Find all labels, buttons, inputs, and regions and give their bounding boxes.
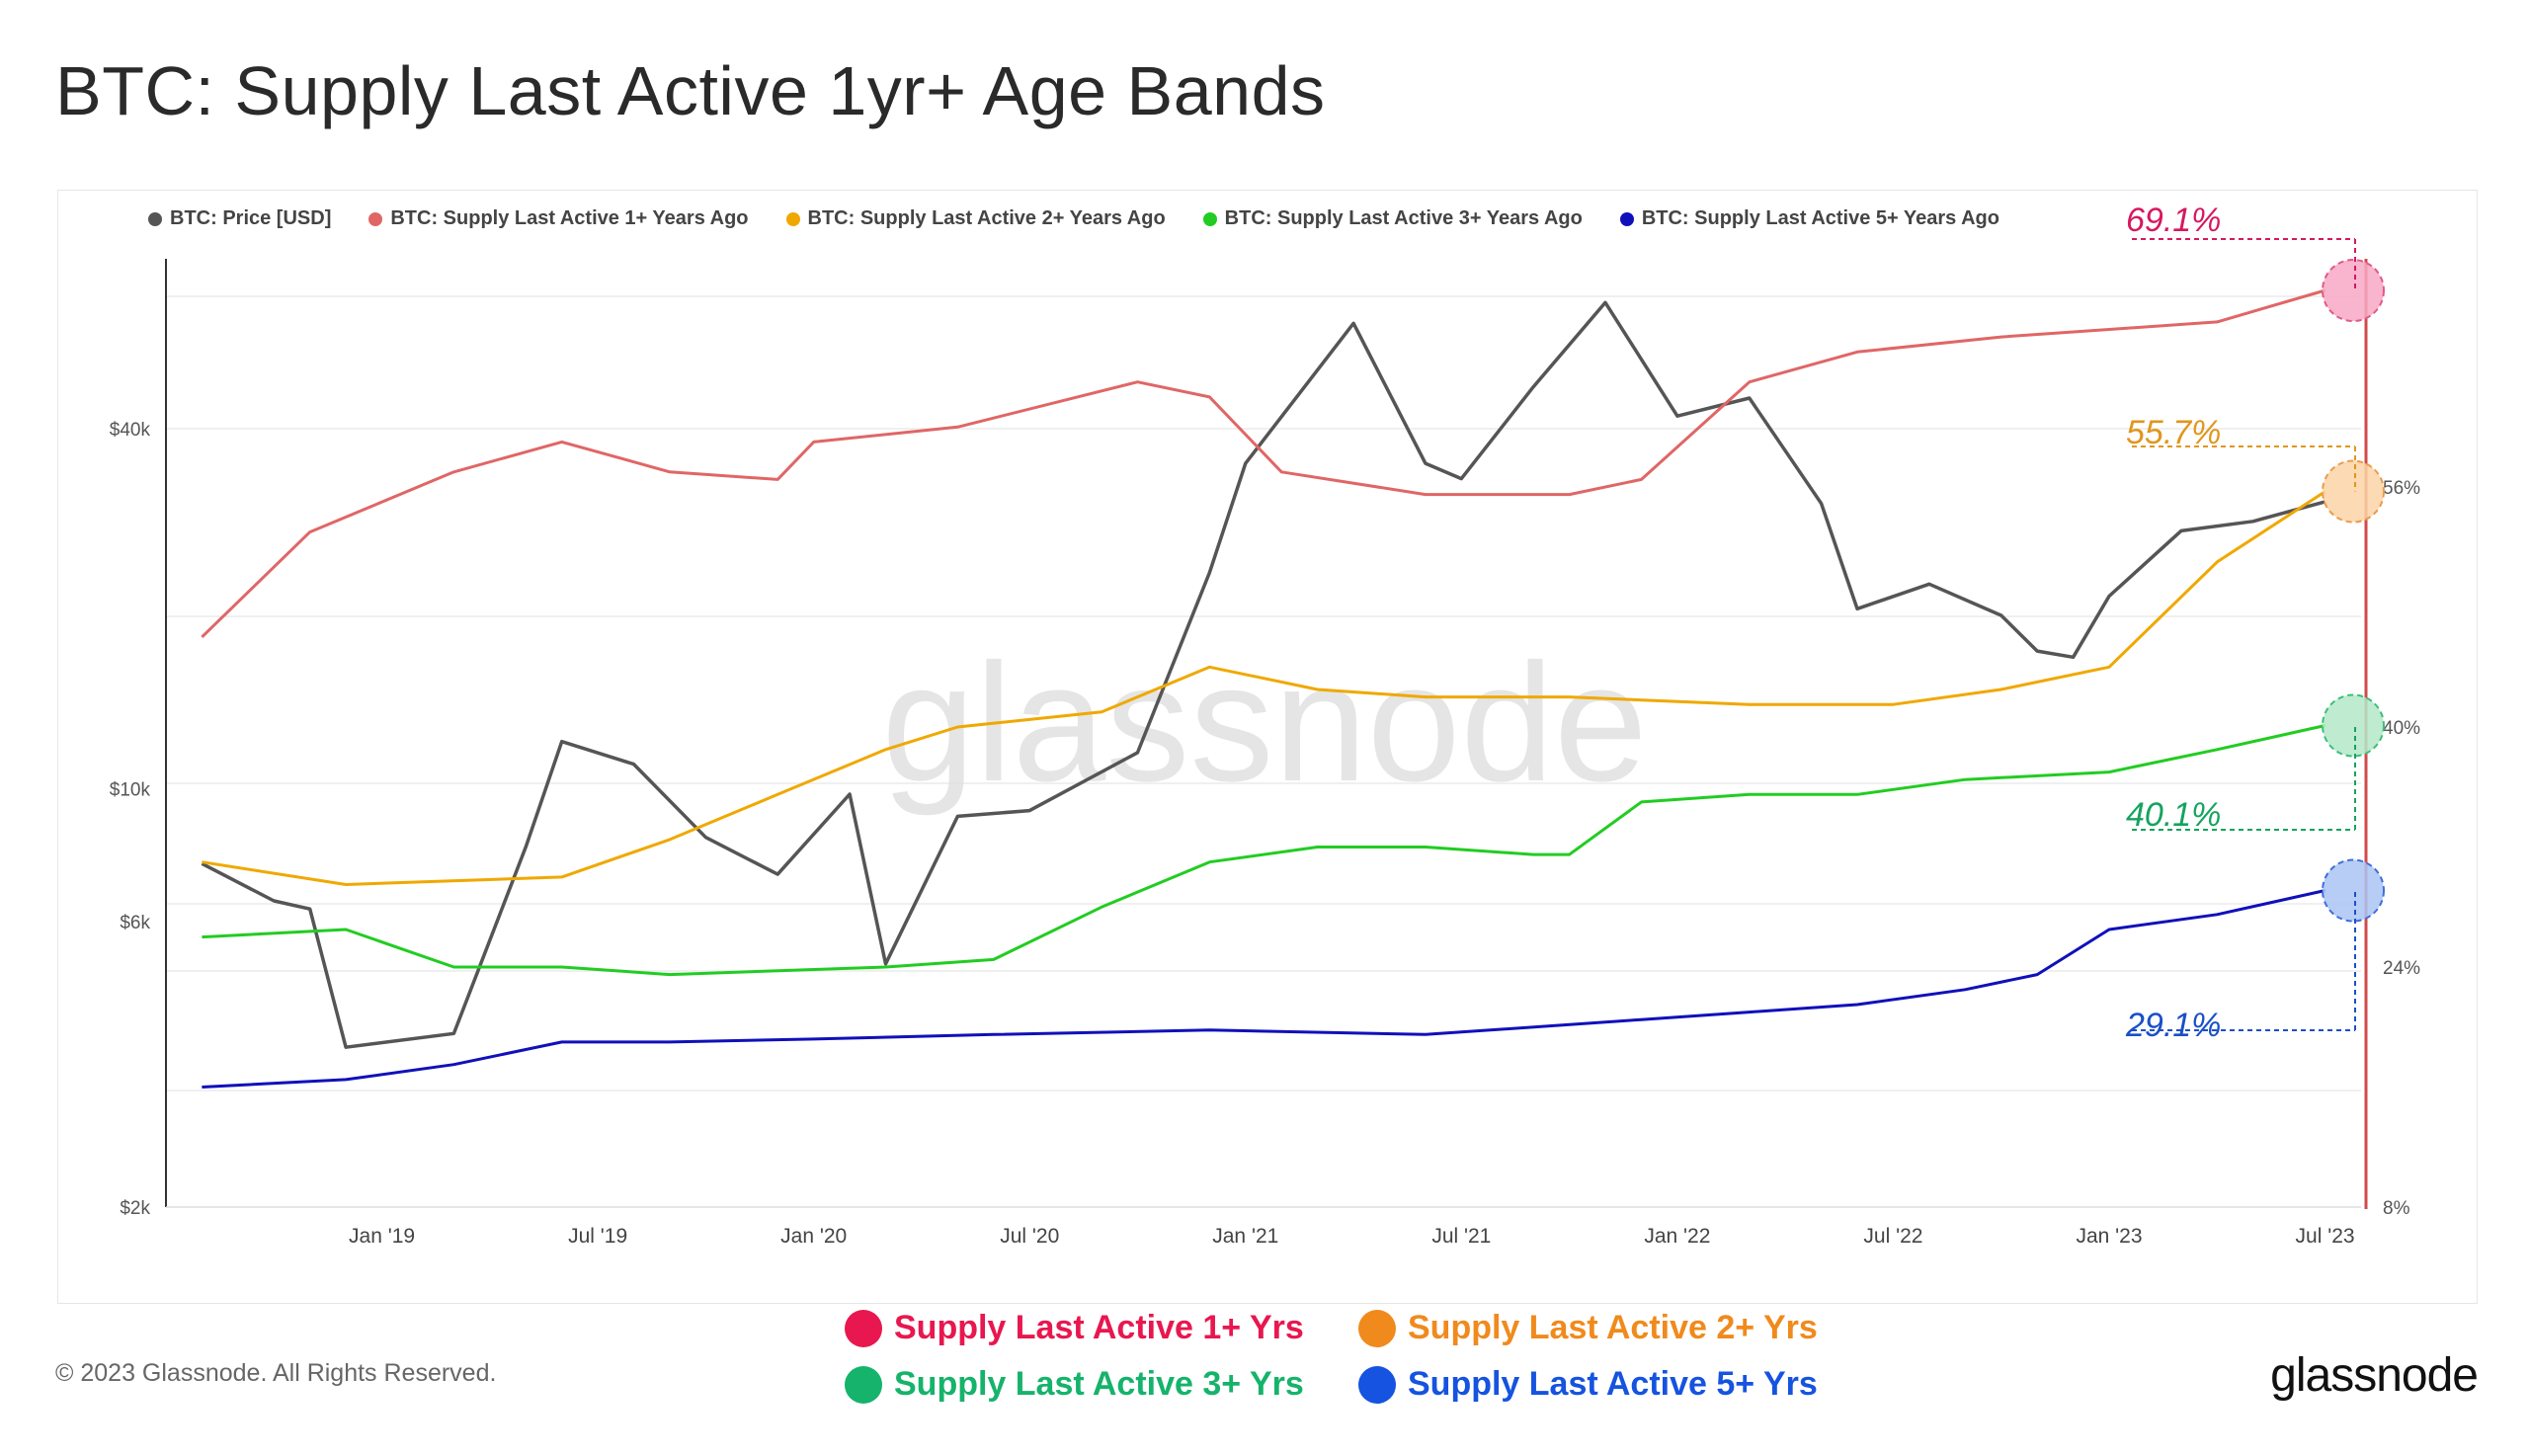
y-left-tick-label: $10k (110, 780, 151, 801)
key-label: Supply Last Active 2+ Yrs (1408, 1309, 1818, 1346)
x-tick-label: Jul '19 (568, 1225, 627, 1248)
legend-label: BTC: Supply Last Active 5+ Years Ago (1641, 207, 1999, 229)
legend-item-1y[interactable]: BTC: Supply Last Active 1+ Years Ago (368, 207, 749, 230)
key-label: Supply Last Active 5+ Yrs (1408, 1365, 1818, 1403)
copyright-text: © 2023 Glassnode. All Rights Reserved. (55, 1359, 497, 1387)
annotation-value: 69.1% (2126, 202, 2221, 239)
x-tick-label: Jan '23 (2076, 1225, 2142, 1248)
legend-label: BTC: Supply Last Active 2+ Years Ago (807, 207, 1166, 229)
legend-item-2y[interactable]: BTC: Supply Last Active 2+ Years Ago (785, 207, 1166, 230)
key-dot (845, 1365, 882, 1404)
y-left-tick-label: $40k (110, 420, 151, 441)
x-tick-label: Jan '22 (1644, 1225, 1710, 1248)
y-right-tick-label: 40% (2383, 718, 2420, 739)
series-line (202, 724, 2325, 977)
endpoint-highlight (2322, 459, 2385, 524)
y-right-tick-label: 24% (2383, 958, 2420, 979)
y-left-tick-label: $2k (120, 1198, 150, 1219)
key-dot (1358, 1365, 1396, 1404)
x-tick-label: Jul '20 (1000, 1225, 1059, 1248)
x-tick-label: Jan '21 (1212, 1225, 1278, 1248)
key-2y: Supply Last Active 2+ Yrs (1358, 1309, 1872, 1347)
series-line (202, 490, 2326, 886)
x-tick-label: Jan '19 (349, 1225, 415, 1248)
annotation-value: 40.1% (2126, 796, 2221, 834)
x-tick-label: Jul '21 (1431, 1225, 1491, 1248)
y-right-tick-label: 56% (2383, 478, 2420, 499)
annotation-value: 29.1% (2125, 1007, 2221, 1044)
bottom-key-legend: Supply Last Active 1+ Yrs Supply Last Ac… (845, 1309, 1872, 1404)
y-right-tick-label: 8% (2383, 1198, 2410, 1219)
legend-dot (785, 211, 800, 226)
endpoint-highlight (2322, 693, 2385, 758)
annotation-value: 55.7% (2126, 414, 2221, 451)
legend-dot (1619, 211, 1634, 226)
legend-dot (1202, 211, 1217, 226)
series-line (201, 288, 2326, 638)
legend-dot (368, 211, 383, 226)
series-line (201, 300, 2326, 1049)
series-line (202, 889, 2325, 1089)
x-tick-label: Jul '22 (1863, 1225, 1922, 1248)
legend-item-3y[interactable]: BTC: Supply Last Active 3+ Years Ago (1202, 207, 1583, 230)
chart-frame (57, 190, 2478, 1304)
endpoint-highlight (2322, 259, 2385, 323)
x-tick-label: Jul '23 (2296, 1225, 2355, 1248)
legend-label: BTC: Price [USD] (170, 207, 332, 229)
legend-label: BTC: Supply Last Active 3+ Years Ago (1224, 207, 1583, 229)
legend-dot (148, 211, 162, 226)
y-left-tick-label: $6k (120, 913, 150, 933)
key-dot (845, 1309, 882, 1347)
endpoint-highlight (2322, 858, 2385, 923)
brand-logo: glassnode (2270, 1349, 2479, 1402)
key-5y: Supply Last Active 5+ Yrs (1358, 1365, 1872, 1404)
legend-item-5y[interactable]: BTC: Supply Last Active 5+ Years Ago (1619, 207, 1999, 230)
legend-label: BTC: Supply Last Active 1+ Years Ago (390, 207, 749, 229)
chart-legend: BTC: Price [USD] BTC: Supply Last Active… (148, 207, 1999, 230)
legend-item-price[interactable]: BTC: Price [USD] (148, 207, 331, 230)
chart-title: BTC: Supply Last Active 1yr+ Age Bands (55, 52, 1326, 129)
x-tick-label: Jan '20 (780, 1225, 847, 1248)
key-1y: Supply Last Active 1+ Yrs (845, 1309, 1358, 1347)
key-3y: Supply Last Active 3+ Yrs (845, 1365, 1358, 1404)
key-label: Supply Last Active 1+ Yrs (894, 1309, 1304, 1346)
key-label: Supply Last Active 3+ Yrs (894, 1365, 1304, 1403)
key-dot (1358, 1309, 1396, 1347)
